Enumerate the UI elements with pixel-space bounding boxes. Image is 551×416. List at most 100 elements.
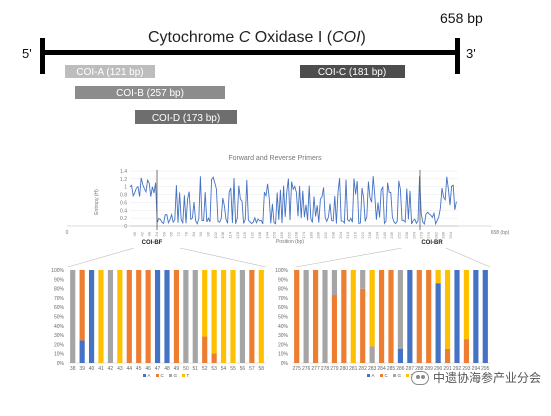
- stack-x-tick-label: 42: [108, 366, 114, 372]
- stack-bar-segment: [202, 336, 208, 363]
- nucleotide-frequency-chart-reverse: 0%10%20%30%40%50%60%70%80%90%100%275 276 2…: [275, 268, 490, 378]
- stack-bar-segment: [369, 346, 375, 363]
- entropy-x-tick-label: 144: [264, 231, 269, 238]
- stack-bar-segment: [322, 270, 328, 363]
- stack-bar-segment: [482, 270, 488, 363]
- legend-swatch: [380, 374, 383, 377]
- stack-y-tick-label: 50%: [54, 315, 65, 321]
- stack-x-tick-label: 48: [164, 366, 170, 372]
- stack-x-tick-label: 281: [349, 366, 358, 372]
- legend-label: T: [187, 373, 190, 378]
- stack-bar-segment: [388, 270, 394, 363]
- stack-x-tick-label: 54: [221, 366, 227, 372]
- entropy-x-tick-label: 234: [375, 231, 380, 238]
- reverse-primer-label: COI-BR: [421, 240, 443, 246]
- entropy-x-start-label: 0: [66, 230, 69, 236]
- stack-x-tick-label: 282: [359, 366, 368, 372]
- stack-x-tick-label: 40: [89, 366, 95, 372]
- watermark-text: 中遗协海参产业分会: [432, 371, 541, 385]
- stack-x-tick-label: 47: [155, 366, 161, 372]
- stack-bar-segment: [164, 270, 170, 363]
- stack-x-tick-label: 283: [368, 366, 377, 372]
- stack-bar-segment: [397, 270, 404, 349]
- stack-x-tick-label: 284: [377, 366, 386, 372]
- stack-bar-segment: [444, 348, 451, 363]
- stack-x-tick-label: 290: [434, 366, 443, 372]
- nucleotide-frequency-chart-forward: 0%10%20%30%40%50%60%70%80%90%100%38 39 40 4…: [51, 268, 266, 378]
- stack-bar-segment: [331, 270, 338, 296]
- entropy-y-tick-label: 0.8: [120, 193, 127, 199]
- stack-bar-segment: [303, 270, 309, 363]
- stack-bar-segment: [192, 270, 198, 363]
- stack-x-tick-label: 287: [406, 366, 415, 372]
- stack-x-tick-label: 292: [453, 366, 462, 372]
- entropy-x-tick-label: 186: [316, 231, 321, 238]
- stack-x-tick-label: 51: [193, 366, 199, 372]
- stack-y-tick-label: 70%: [54, 296, 65, 302]
- stack-bar-segment: [98, 270, 104, 363]
- stack-y-tick-label: 0%: [57, 361, 65, 367]
- stack-x-tick-label: 289: [425, 366, 434, 372]
- stack-y-tick-label: 90%: [54, 277, 65, 283]
- gene-title: Cytochrome C Oxidase I (COI): [148, 29, 366, 46]
- entropy-x-tick-label: 114: [228, 231, 233, 238]
- entropy-x-tick-label: 162: [286, 231, 291, 238]
- entropy-y-tick-label: 1.4: [120, 169, 127, 175]
- entropy-x-tick-label: 156: [279, 231, 284, 238]
- entropy-y-tick-label: 1.2: [120, 177, 127, 183]
- stack-bar-segment: [463, 339, 470, 363]
- stack-y-tick-label: 60%: [54, 305, 65, 311]
- entropy-x-tick-label: 294: [448, 231, 453, 238]
- stack-bar-segment: [154, 270, 161, 363]
- entropy-x-tick-label: 132: [250, 231, 255, 238]
- stack-x-tick-label: 277: [311, 366, 320, 372]
- stack-x-tick-label: 288: [415, 366, 424, 372]
- entropy-x-tick-label: 258: [404, 231, 409, 238]
- stack-bar-segment: [350, 270, 356, 363]
- stack-y-tick-label: 50%: [278, 315, 289, 321]
- entropy-chart-title: Forward and Reverse Primers: [228, 155, 322, 162]
- stack-bar-segment: [369, 270, 375, 347]
- stack-x-tick-label: 275: [293, 366, 302, 372]
- legend-swatch: [182, 374, 185, 377]
- entropy-x-tick-label: 108: [220, 231, 225, 238]
- entropy-x-tick-label: 36: [132, 231, 137, 236]
- stack-x-tick-label: 278: [321, 366, 330, 372]
- entropy-x-tick-label: 276: [426, 231, 431, 238]
- stack-bar-segment: [454, 270, 460, 363]
- entropy-y-tick-label: 0.6: [120, 200, 127, 206]
- fragment-d-label: COI-D (173 bp): [152, 113, 220, 124]
- stack-x-tick-label: 55: [230, 366, 236, 372]
- entropy-x-tick-label: 78: [183, 231, 188, 236]
- entropy-x-tick-label: 72: [176, 231, 181, 236]
- legend-label: A: [148, 373, 151, 378]
- stack-y-tick-label: 100%: [51, 268, 64, 274]
- legend-swatch: [143, 374, 146, 377]
- entropy-y-label: Entropy (H): [94, 189, 100, 215]
- stack-bar-segment: [416, 270, 422, 363]
- stack-x-tick-label: 52: [202, 366, 208, 372]
- stack-bar-segment: [145, 270, 151, 363]
- stack-y-tick-label: 40%: [54, 324, 65, 330]
- entropy-x-tick-label: 48: [147, 231, 152, 236]
- stack-bar-segment: [88, 270, 95, 363]
- stack-x-tick-label: 285: [387, 366, 396, 372]
- legend-swatch: [367, 374, 370, 377]
- stack-x-tick-label: 56: [240, 366, 246, 372]
- fragment-b-bar: [75, 86, 225, 99]
- zoom-line-right-b: [445, 247, 491, 268]
- stack-bar-segment: [435, 283, 441, 363]
- gene-line: [42, 50, 460, 55]
- stack-x-tick-label: 293: [462, 366, 471, 372]
- stack-x-tick-label: 58: [259, 366, 265, 372]
- entropy-x-tick-label: 120: [235, 231, 240, 238]
- stack-y-tick-label: 20%: [54, 342, 65, 348]
- legend-swatch: [156, 374, 159, 377]
- stack-bar-segment: [202, 270, 208, 337]
- entropy-x-tick-label: 228: [367, 231, 372, 238]
- stack-bar-segment: [230, 270, 236, 363]
- stack-x-tick-label: 46: [145, 366, 151, 372]
- stack-bar-segment: [341, 270, 347, 363]
- entropy-x-tick-label: 288: [441, 231, 446, 238]
